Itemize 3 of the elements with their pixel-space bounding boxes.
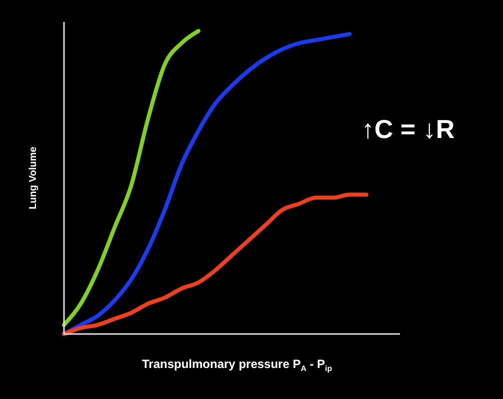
annotation: ↑C = ↓R <box>361 114 455 144</box>
y-axis-title: Lung Volume <box>28 146 39 210</box>
x-axis-title: Transpulmonary pressure P$_{A}$ - P$_{ip}$ <box>142 357 332 374</box>
